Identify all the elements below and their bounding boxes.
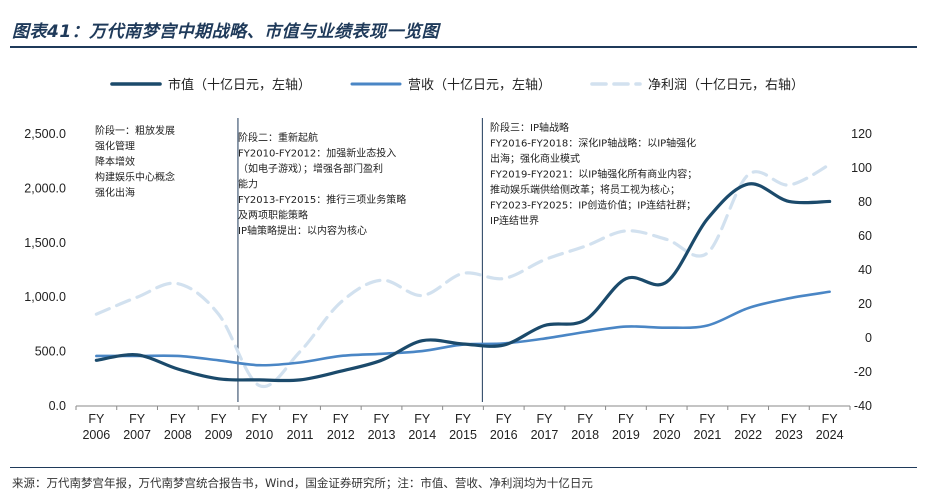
y-right-tick-label: 120	[851, 127, 872, 141]
y-left-tick-label: 1,500.0	[24, 236, 66, 250]
annotation-phase-one-line: 构建娱乐中心概念	[95, 171, 175, 184]
x-tick-label-fy: FY	[374, 412, 391, 426]
annotation-phase-two-line: 能力	[238, 178, 258, 191]
x-tick-label-year: 2012	[327, 428, 355, 442]
legend-net-profit-label: 净利润（十亿日元，右轴）	[648, 78, 804, 93]
y-left-tick-label: 500.0	[35, 345, 66, 359]
x-tick-label-fy: FY	[455, 412, 472, 426]
x-tick-label-fy: FY	[333, 412, 350, 426]
x-tick-label-fy: FY	[699, 412, 716, 426]
annotation-phase-three-line: 出海；强化商业模式	[490, 152, 580, 165]
legend-revenue-label: 营收（十亿日元，左轴）	[408, 78, 551, 93]
x-tick-label-year: 2017	[531, 428, 559, 442]
x-tick-label-year: 2014	[408, 428, 436, 442]
y-left-tick-label: 2,000.0	[24, 181, 66, 195]
x-tick-label-fy: FY	[496, 412, 513, 426]
y-left-tick-label: 2,500.0	[24, 127, 66, 141]
market-cap-revenue-profit-chart: FY FY FY FY FY FY FY FY FY FY FY FY FY FY FY FY FY FY FY20…	[24, 77, 872, 442]
y-right-tick-label: 20	[858, 297, 872, 311]
x-tick-label-year: 2019	[612, 428, 640, 442]
x-tick-label-year: 2011	[287, 428, 314, 442]
x-tick-label-fy: FY	[740, 412, 757, 426]
x-tick-label-fy: FY	[618, 412, 635, 426]
annotation-phase-three-line: FY2016-FY2018：深化IP轴战略：以IP轴强化	[490, 137, 696, 150]
page-title: 图表41：万代南梦宫中期战略、市值与业绩表现一览图	[12, 22, 440, 42]
y-right-tick-label: 60	[858, 229, 872, 243]
legend-market-cap-label: 市值（十亿日元，左轴）	[168, 77, 311, 93]
x-tick-label-year: 2009	[205, 428, 233, 442]
title-rule	[10, 46, 917, 48]
x-tick-label-fy: FY	[536, 412, 553, 426]
annotation-phase-two-line: IP轴策略提出：以内容为核心	[238, 224, 367, 237]
y-right-tick-label: 40	[858, 263, 872, 277]
x-tick-label-fy: FY	[170, 412, 187, 426]
x-tick-label-year: 2010	[245, 428, 273, 442]
x-tick-label-year: 2021	[694, 428, 722, 442]
source-note: 来源：万代南梦宫年报，万代南梦宫统合报告书，Wind，国金证券研究所；注：市值、…	[12, 476, 593, 490]
x-tick-label-fy: FY	[211, 412, 228, 426]
x-tick-label-year: 2023	[775, 428, 803, 442]
annotation-phase-two-line: （如电子游戏）；增强各部门盈利	[238, 162, 383, 175]
x-tick-label-fy: FY	[822, 412, 839, 426]
y-right-tick-label: -40	[854, 399, 872, 413]
market-cap-line	[94, 182, 832, 383]
annotation-phase-three-line: 推动娱乐端供给侧改革；将员工视为核心；	[490, 183, 680, 196]
x-tick-label-fy: FY	[577, 412, 594, 426]
x-tick-label-year: 2022	[734, 428, 762, 442]
annotation-phase-one-line: 阶段一：粗放发展	[95, 124, 175, 137]
x-tick-label-fy: FY	[292, 412, 309, 426]
x-tick-label-year: 2013	[368, 428, 396, 442]
y-right-tick-label: -20	[854, 365, 872, 379]
x-tick-label-fy: FY	[659, 412, 676, 426]
annotation-phase-one-line: 强化出海	[95, 186, 135, 199]
annotation-phase-three-line: 阶段三：IP轴战略	[490, 121, 569, 134]
x-tick-label-year: 2016	[490, 428, 518, 442]
source-rule	[10, 467, 917, 468]
x-tick-label-year: 2007	[123, 428, 151, 442]
x-tick-label-fy: FY	[781, 412, 798, 426]
annotation-phase-three-line: FY2023-FY2025：IP创造价值；IP连结社群；	[490, 199, 696, 212]
y-left-tick-label: 0.0	[49, 399, 66, 413]
x-tick-label-fy: FY	[88, 412, 105, 426]
y-right-tick-label: 100	[851, 161, 872, 175]
annotation-phase-one-line: 降本增效	[95, 155, 135, 168]
x-tick-label-fy: FY	[251, 412, 268, 426]
annotation-phase-two-line: 阶段二：重新起航	[238, 131, 318, 144]
annotation-phase-three-line: IP连结世界	[490, 214, 539, 227]
net-profit-line	[94, 163, 832, 389]
y-left-tick-label: 1,000.0	[24, 290, 66, 304]
x-tick-label-year: 2015	[449, 428, 477, 442]
x-tick-label-year: 2024	[816, 428, 844, 442]
y-right-tick-label: 80	[858, 195, 872, 209]
x-tick-label-year: 2008	[164, 428, 192, 442]
x-tick-label-year: 2020	[653, 428, 681, 442]
y-right-tick-label: 0	[865, 331, 872, 345]
x-tick-label-fy: FY	[129, 412, 146, 426]
x-tick-label-year: 2006	[82, 428, 110, 442]
annotation-phase-one-line: 强化管理	[95, 140, 135, 153]
x-tick-label-fy: FY	[414, 412, 431, 426]
annotation-phase-two-line: 及两项职能策略	[238, 209, 308, 222]
annotation-phase-two-line: FY2010-FY2012：加强新业态投入	[238, 147, 396, 160]
annotation-phase-three-line: FY2019-FY2021：以IP轴强化所有商业内容；	[490, 168, 697, 181]
annotation-phase-two-line: FY2013-FY2015：推行三项业务策略	[238, 193, 406, 206]
x-tick-label-year: 2018	[571, 428, 599, 442]
